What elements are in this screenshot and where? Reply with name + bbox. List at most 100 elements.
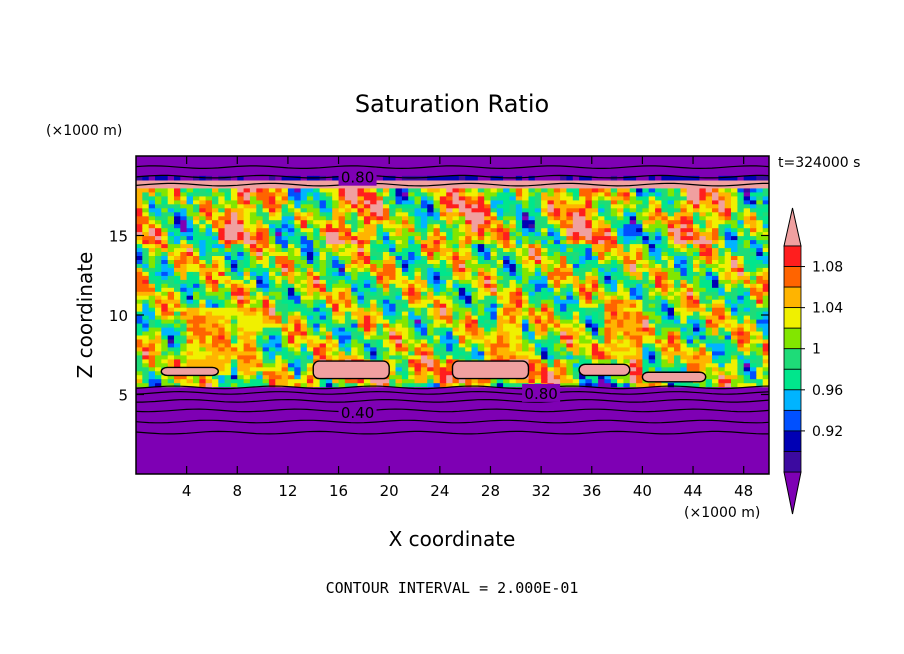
field-cell [547, 370, 555, 376]
field-cell [363, 283, 371, 288]
field-cell [591, 223, 599, 229]
field-cell [256, 378, 264, 384]
field-cell [161, 267, 169, 272]
field-cell [224, 251, 232, 256]
field-cell [376, 326, 384, 332]
field-cell [731, 247, 738, 252]
field-cell [294, 354, 302, 360]
field-cell [522, 263, 529, 268]
field-cell [680, 366, 688, 372]
field-cell [382, 299, 390, 304]
field-cell [294, 187, 302, 193]
field-cell [193, 263, 200, 268]
field-cell [598, 279, 605, 284]
field-cell [509, 231, 517, 237]
field-cell [591, 215, 599, 221]
field-cell [756, 199, 764, 205]
field-cell [180, 223, 188, 229]
field-cell [414, 366, 422, 372]
field-cell [313, 326, 321, 332]
field-cell [186, 231, 194, 237]
field-cell [553, 362, 561, 368]
field-cell [604, 219, 612, 225]
field-cell [484, 326, 492, 332]
field-cell [401, 358, 409, 364]
field-cell [275, 287, 283, 292]
field-cell [610, 247, 618, 252]
field-cell [655, 330, 662, 336]
field-cell [237, 287, 245, 292]
field-cell [553, 211, 561, 217]
field-cell [674, 203, 681, 209]
field-cell [636, 374, 643, 380]
field-cell [610, 267, 618, 272]
field-cell [617, 215, 624, 221]
field-cell [629, 259, 637, 264]
field-cell [249, 362, 257, 368]
field-cell [205, 243, 213, 249]
field-cell [357, 326, 365, 332]
field-cell [560, 326, 567, 332]
field-cell [420, 279, 428, 284]
field-cell [610, 219, 618, 225]
field-cell [471, 323, 479, 328]
field-cell [705, 366, 713, 372]
field-cell [610, 295, 618, 300]
field-cell [731, 291, 738, 296]
field-cell [579, 259, 586, 264]
field-cell [477, 279, 485, 284]
field-cell [743, 251, 751, 256]
field-cell [566, 307, 574, 312]
field-cell [408, 271, 416, 276]
field-cell [515, 271, 523, 276]
field-cell [686, 203, 694, 209]
field-cell [528, 354, 536, 360]
field-cell [300, 223, 308, 229]
field-cell [281, 354, 289, 360]
field-cell [256, 239, 264, 245]
field-cell [636, 227, 643, 233]
field-cell [680, 191, 688, 197]
field-cell [560, 251, 567, 256]
field-cell [212, 203, 219, 209]
field-cell [610, 287, 618, 292]
field-cell [325, 227, 333, 233]
field-cell [420, 299, 428, 304]
field-cell [167, 330, 175, 336]
field-cell [389, 287, 397, 292]
field-cell [718, 330, 726, 336]
field-cell [458, 287, 466, 292]
field-cell [155, 334, 162, 340]
field-cell [560, 275, 567, 280]
field-cell [256, 227, 264, 233]
field-cell [325, 203, 333, 209]
field-cell [281, 295, 289, 300]
field-cell [136, 231, 143, 237]
field-cell [401, 275, 409, 280]
field-cell [724, 378, 732, 384]
field-cell [458, 291, 466, 296]
field-cell [237, 211, 245, 217]
field-cell [294, 315, 302, 320]
field-cell [610, 259, 618, 264]
field-cell [604, 263, 612, 268]
field-cell [439, 239, 447, 245]
field-cell [142, 223, 150, 229]
field-cell [237, 243, 245, 249]
field-cell [313, 195, 321, 201]
field-cell [186, 211, 194, 217]
field-cell [237, 255, 245, 260]
field-cell [686, 187, 694, 193]
field-cell [376, 191, 384, 197]
field-cell [724, 299, 732, 304]
field-cell [237, 326, 245, 332]
field-cell [598, 259, 605, 264]
field-cell [332, 223, 340, 229]
field-cell [357, 323, 365, 328]
field-cell [674, 267, 681, 272]
field-cell [667, 231, 675, 237]
field-cell [370, 195, 378, 201]
field-cell [712, 330, 719, 336]
field-cell [579, 263, 586, 268]
field-cell [750, 255, 757, 260]
